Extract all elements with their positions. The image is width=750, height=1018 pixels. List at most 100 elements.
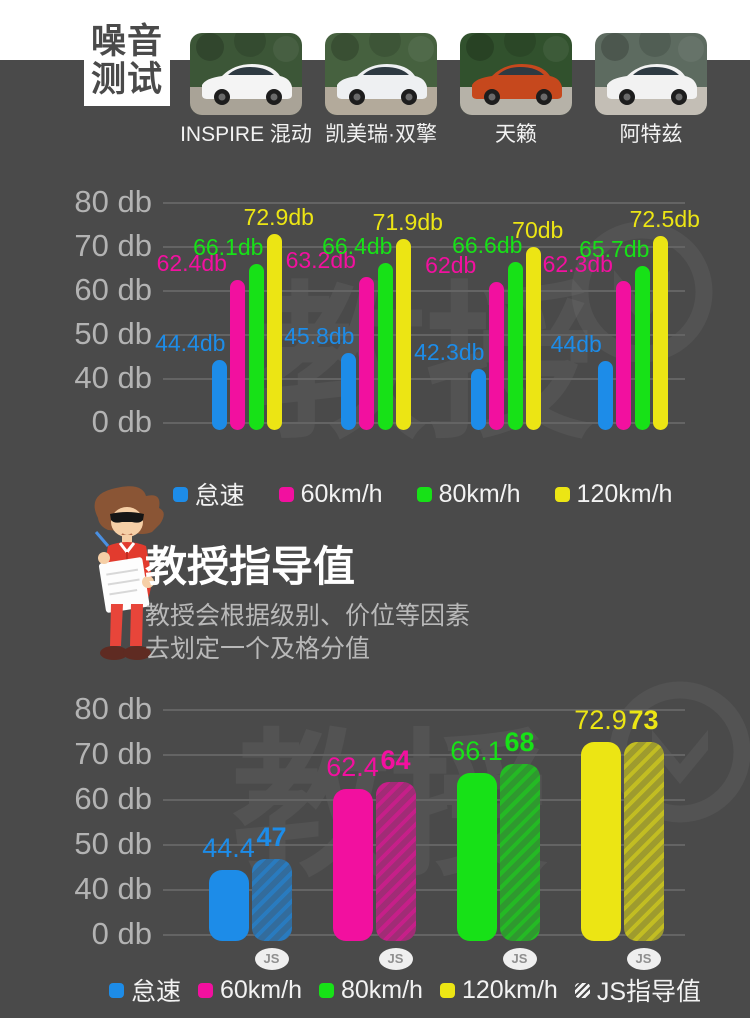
bar-value-label: 71.9db xyxy=(372,208,443,235)
car-photo xyxy=(325,33,437,115)
guide-value-label: 73 xyxy=(628,704,659,735)
js-badge: JS xyxy=(502,948,537,970)
legend-item: JS指导值 xyxy=(574,972,702,1008)
y-axis-tick-label: 60 db xyxy=(74,781,152,816)
y-axis-tick-label: 0 db xyxy=(91,916,152,951)
bar-value-label: 63.2db xyxy=(285,246,356,273)
grid-line xyxy=(163,290,685,292)
y-axis-tick-label: 50 db xyxy=(74,826,152,861)
legend-label: 怠速 xyxy=(130,978,181,1006)
guide-bar-0 xyxy=(251,858,292,941)
bar-value-label: 62.4db xyxy=(156,250,227,277)
bar-怠速-0 xyxy=(211,359,227,430)
chart2-legend: 怠速 60km/h 80km/h 120km/h JS指导值 xyxy=(60,972,750,1008)
bar-value-label: 66.1db xyxy=(193,234,264,261)
bar-value-label: 66.6db xyxy=(452,231,523,258)
legend-label: 60km/h xyxy=(300,479,383,508)
bar-value-label: 70db xyxy=(512,217,564,243)
bar-120km/h-0 xyxy=(267,234,283,430)
bar-value-label: 62.3db xyxy=(542,250,613,277)
car-name-label: 凯美瑞·双擎 xyxy=(325,123,437,146)
legend-item: 120km/h xyxy=(439,976,558,1005)
grid-line xyxy=(163,246,685,248)
grid-line xyxy=(163,334,685,336)
car-name-label: 天籁 xyxy=(495,123,537,146)
y-axis-tick-label: 40 db xyxy=(74,360,152,395)
legend-item: 怠速 xyxy=(172,476,245,512)
car-illustration xyxy=(460,33,572,115)
bar-怠速-2 xyxy=(470,368,486,430)
car-photo xyxy=(595,33,707,115)
legend-swatch xyxy=(318,982,334,998)
y-axis-tick-label: 50 db xyxy=(74,316,152,351)
chart1-legend: 怠速 60km/h 80km/h 120km/h xyxy=(95,476,750,512)
grid-line xyxy=(163,889,685,891)
bar-80km/h-1 xyxy=(377,262,393,430)
y-axis-tick-label: 80 db xyxy=(74,691,152,726)
legend-swatch xyxy=(416,486,432,502)
bar-120km/h-1 xyxy=(396,238,412,430)
grid-line xyxy=(163,709,685,711)
y-axis-tick-label: 80 db xyxy=(74,184,152,219)
bar-value-label: 66.4db xyxy=(322,232,393,259)
legend-item: 80km/h xyxy=(318,976,423,1005)
grid-line xyxy=(163,934,685,936)
guide-bar-2 xyxy=(499,764,540,941)
car-name-label: INSPIRE 混动 xyxy=(180,123,312,146)
car-photo xyxy=(460,33,572,115)
legend-item: 60km/h xyxy=(278,479,383,509)
measured-bar-0 xyxy=(208,870,249,941)
bar-60km/h-3 xyxy=(616,280,632,430)
car-illustration xyxy=(595,33,707,115)
grid-line xyxy=(163,378,685,380)
professor-guide-desc-line1: 教授会根据级别、价位等因素 xyxy=(145,602,471,630)
guide-bar-1 xyxy=(375,782,416,941)
grid-line xyxy=(163,754,685,756)
bar-80km/h-3 xyxy=(634,265,650,430)
bar-value-label: 65.7db xyxy=(579,235,650,262)
measured-value-label: 62.4 xyxy=(326,752,379,783)
legend-item: 80km/h xyxy=(416,479,521,509)
watermark-logo-chart2 xyxy=(609,681,750,823)
legend-label: 怠速 xyxy=(194,482,245,510)
bar-value-label: 44db xyxy=(550,331,602,358)
bar-value-label: 72.9db xyxy=(243,204,314,231)
legend-swatch xyxy=(439,982,455,998)
bar-60km/h-2 xyxy=(489,282,505,430)
y-axis-tick-label: 70 db xyxy=(74,736,152,771)
y-axis-tick-label: 0 db xyxy=(91,404,152,439)
legend-swatch xyxy=(574,982,590,998)
legend-label: 120km/h xyxy=(576,479,673,508)
bar-value-label: 45.8db xyxy=(284,323,355,350)
grid-line xyxy=(163,799,685,801)
grid-line xyxy=(163,844,685,846)
legend-label: JS指导值 xyxy=(596,978,702,1006)
measured-bar-3 xyxy=(580,741,621,941)
guide-value-label: 47 xyxy=(256,821,287,852)
legend-swatch xyxy=(278,486,294,502)
legend-swatch xyxy=(108,982,124,998)
bar-value-label: 44.4db xyxy=(155,329,226,356)
guide-value-label: 64 xyxy=(380,745,411,775)
measured-value-label: 72.9 xyxy=(574,704,627,735)
measured-bar-1 xyxy=(332,789,373,941)
grid-line xyxy=(163,202,685,204)
title-line-1: 噪音 xyxy=(91,22,164,61)
bar-120km/h-3 xyxy=(653,236,669,430)
legend-label: 80km/h xyxy=(438,479,521,508)
legend-item: 120km/h xyxy=(554,479,673,509)
guide-value-label: 68 xyxy=(504,727,535,757)
y-axis-tick-label: 60 db xyxy=(74,272,152,307)
legend-swatch xyxy=(554,486,570,502)
bar-value-label: 42.3db xyxy=(414,338,485,365)
bar-80km/h-0 xyxy=(248,264,264,430)
title-line-2: 测试 xyxy=(91,60,164,99)
legend-item: 怠速 xyxy=(108,972,181,1008)
guide-bar-3 xyxy=(623,741,664,941)
bar-120km/h-2 xyxy=(526,247,542,430)
js-badge: JS xyxy=(254,948,289,970)
professor-character-illustration xyxy=(94,486,164,660)
measured-value-label: 66.1 xyxy=(450,735,503,766)
legend-item: 60km/h xyxy=(197,976,302,1005)
grid-line xyxy=(163,422,685,424)
